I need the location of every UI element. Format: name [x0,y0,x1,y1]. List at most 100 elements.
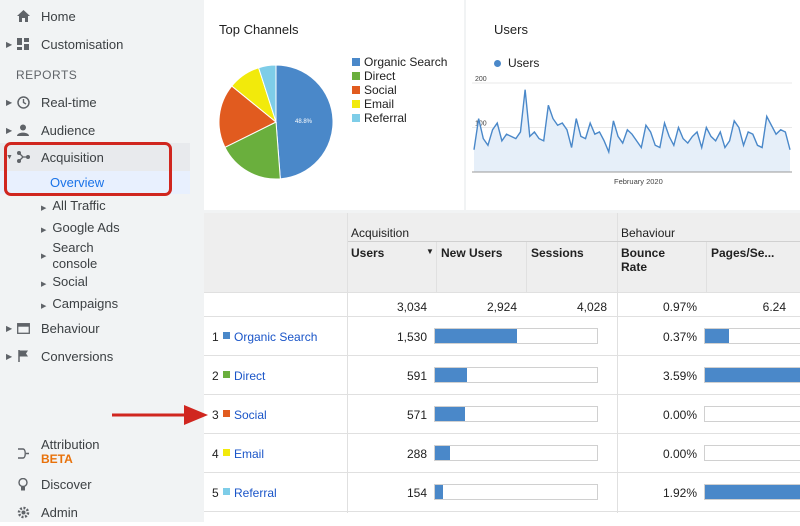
nav-admin[interactable]: Admin [0,498,190,526]
channels-table: Acquisition Behaviour Users ▼ New Users … [204,213,800,522]
channel-link[interactable]: Referral [234,486,277,500]
col-new-users[interactable]: New Users [441,246,503,260]
sidebar: Home ▶ Customisation REPORTS ▶ Real-time… [0,0,190,522]
nav-google-ads[interactable]: ▶ Google Ads [41,220,120,235]
users-line-chart[interactable]: 200 100 February 2020 [472,75,794,190]
nav-acquisition-label: Acquisition [41,149,104,165]
channel-link[interactable]: Social [234,408,267,422]
pages-bar-fill [705,329,729,343]
pages-bar [704,484,800,500]
top-channels-pie-chart[interactable]: 48.8% [216,62,336,182]
legend-label: Organic Search [364,55,448,69]
legend-swatch [352,100,360,108]
legend-swatch [352,86,360,94]
nav-customisation-label: Customisation [41,36,124,52]
highlight-annotation-box [4,142,172,196]
x-axis-label: February 2020 [614,177,663,186]
nav-customisation[interactable]: ▶ Customisation [0,30,190,58]
row-users: 288 [406,447,427,461]
legend-dot [494,59,501,67]
caret-right-icon: ▶ [6,125,13,135]
top-channels-title: Top Channels [219,22,299,37]
pie-slice-referral[interactable] [257,64,277,123]
nav-home[interactable]: Home [0,2,190,30]
row-bounce: 1.92% [662,486,697,500]
total-pages: 6.24 [762,300,786,314]
y-tick-label: 100 [475,121,487,128]
sort-desc-icon[interactable]: ▼ [426,247,434,256]
gear-icon [16,505,30,519]
divider [204,316,800,317]
nav-realtime[interactable]: ▶ Real-time [0,88,190,116]
nav-acquisition[interactable]: ▼ Acquisition [0,143,190,171]
nav-audience[interactable]: ▶ Audience [0,116,190,144]
caret-right-icon: ▶ [41,253,47,260]
reports-header: REPORTS [16,68,78,82]
col-sessions[interactable]: Sessions [531,246,584,260]
nav-admin-label: Admin [41,504,78,520]
channel-link[interactable]: Organic Search [234,330,318,344]
users-bar-fill [435,485,444,499]
row-users: 571 [406,408,427,422]
nav-realtime-label: Real-time [41,94,97,110]
caret-right-icon: ▶ [6,97,13,107]
col-pages-session[interactable]: Pages/Se... [711,246,775,260]
nav-campaigns-label: Campaigns [52,296,119,311]
legend-item: Organic Search [352,55,447,69]
group-behaviour: Behaviour [621,226,676,240]
pages-bar [704,445,800,461]
attribution-icon [16,446,30,460]
lightbulb-icon [16,477,30,491]
total-users: 3,034 [396,300,427,314]
caret-down-icon: ▼ [6,153,13,161]
nav-behaviour[interactable]: ▶ Behaviour [0,314,190,342]
nav-discover-label: Discover [41,476,92,492]
channel-swatch [223,488,230,495]
row-index: 4 [212,447,219,461]
pie-slice-organic-search[interactable] [275,64,334,180]
flag-icon [16,349,30,363]
nav-social[interactable]: ▶ Social [41,274,88,289]
users-series-line[interactable] [473,89,791,155]
nav-attribution-text: Attribution BETA [41,438,100,467]
users-bar-fill [435,446,451,460]
nav-conversions[interactable]: ▶ Conversions [0,342,190,370]
caret-right-icon: ▶ [41,205,47,212]
row-users: 591 [406,369,427,383]
total-new-users: 2,924 [486,300,517,314]
row-index: 5 [212,486,219,500]
channel-link[interactable]: Direct [234,369,266,383]
nav-search-console[interactable]: ▶ Search console [41,240,97,272]
col-bounce-rate[interactable]: Bounce Rate [621,246,666,274]
row-divider [204,511,800,512]
legend-label: Email [364,97,395,111]
users-legend-label: Users [508,56,540,70]
users-legend: Users [494,56,539,70]
nav-all-traffic[interactable]: ▶ All Traffic [41,198,106,213]
nav-attribution[interactable]: Attribution BETA [0,438,190,468]
legend-item: Referral [352,111,447,125]
arrow-annotation-icon [112,405,208,425]
nav-campaigns[interactable]: ▶ Campaigns [41,296,118,311]
divider [436,241,437,292]
row-divider [204,355,800,356]
divider [706,241,707,292]
nav-acquisition-overview[interactable]: Overview [50,175,105,190]
nav-google-ads-label: Google Ads [52,220,120,235]
channel-swatch [223,332,230,339]
acquisition-icon [16,150,30,164]
acquisition-highlight [0,143,190,171]
overview-highlight [0,171,190,194]
group-acquisition: Acquisition [351,226,410,240]
pages-bar [704,367,800,383]
nav-discover[interactable]: Discover [0,470,190,498]
col-users[interactable]: Users [351,246,385,260]
channel-link[interactable]: Email [234,447,265,461]
users-bar [434,445,598,461]
pie-slice-social[interactable] [218,85,277,149]
users-card-title: Users [494,22,528,37]
caret-right-icon: ▶ [41,281,47,288]
caret-right-icon: ▶ [6,323,13,333]
pie-slice-direct[interactable] [224,121,281,180]
home-icon [16,9,30,23]
